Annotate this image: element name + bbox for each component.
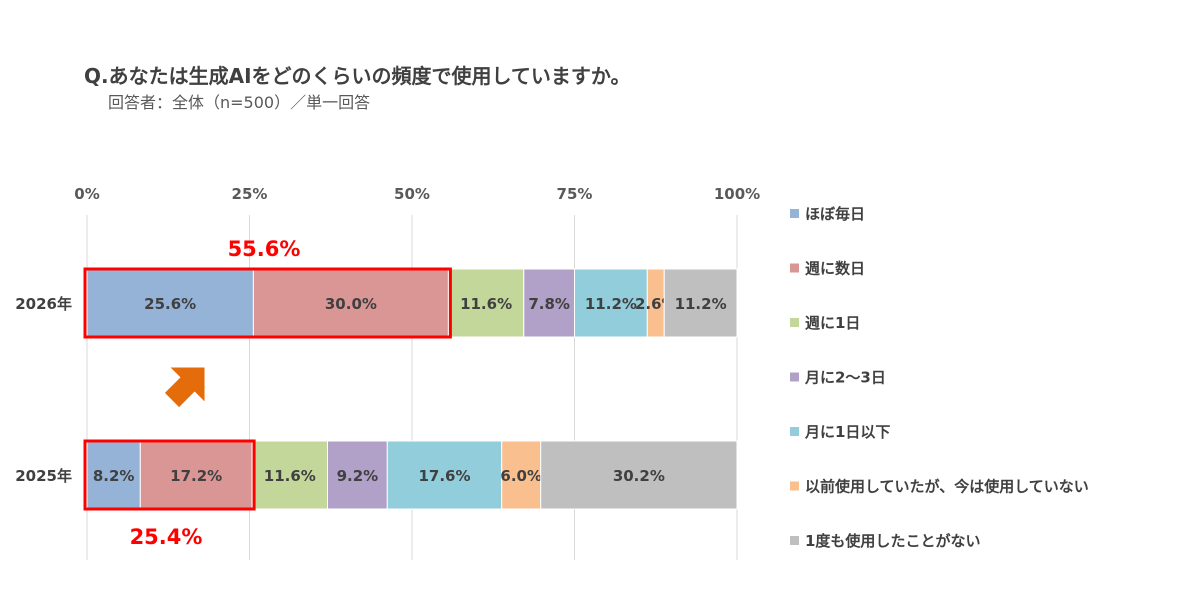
x-tick-label: 50% (394, 185, 430, 203)
x-tick-label: 0% (74, 185, 99, 203)
category-label: 2026年 (15, 295, 72, 313)
legend-label: 月に1日以下 (804, 423, 890, 441)
legend-marker (790, 209, 799, 218)
data-label: 17.2% (170, 467, 222, 485)
legend-label: 以前使用していたが、今は使用していない (805, 478, 1089, 496)
data-label: 11.6% (460, 295, 512, 313)
legend-label: ほぼ毎日 (805, 205, 865, 223)
legend-label: 週に1日 (805, 314, 860, 332)
legend-label: 1度も使用したことがない (805, 532, 980, 550)
data-label: 25.6% (144, 295, 196, 313)
data-label: 17.6% (418, 467, 470, 485)
bar-segment (663, 268, 738, 338)
highlight-label-2025: 25.4% (130, 525, 203, 549)
legend-marker (790, 372, 799, 382)
legend-label: 月に2〜3日 (804, 369, 886, 387)
chart-subtitle: 回答者：全体（n=500）／単一回答 (108, 93, 371, 112)
bar-segment (251, 440, 329, 510)
data-label: 30.2% (613, 467, 665, 485)
legend-marker (790, 481, 799, 491)
data-label: 11.6% (264, 467, 316, 485)
highlight-label-2026: 55.6% (228, 237, 301, 261)
bar-segment (501, 440, 542, 510)
data-label: 30.0% (325, 295, 377, 313)
arrow-icon (164, 367, 205, 408)
data-label: 9.2% (337, 467, 379, 485)
legend-marker (790, 263, 799, 273)
chart-title: Q.あなたは生成AIをどのくらいの頻度で使用していますか。 (84, 64, 631, 88)
category-label: 2025年 (15, 467, 72, 485)
highlight-box-2025 (83, 439, 256, 511)
data-label: 11.2% (675, 295, 727, 313)
legend-marker (790, 427, 799, 436)
x-tick-label: 75% (557, 185, 593, 203)
bar-segment (86, 440, 141, 510)
legend-label: 週に数日 (805, 260, 865, 278)
bar-segment (327, 440, 388, 510)
data-label: 6.0% (500, 467, 542, 485)
bar-segment (523, 268, 575, 338)
x-tick-label: 25% (232, 185, 268, 203)
legend-marker (790, 536, 799, 545)
x-tick-label: 100% (714, 185, 760, 203)
data-label: 7.8% (528, 295, 570, 313)
data-label: 8.2% (93, 467, 135, 485)
data-label: 11.2% (585, 295, 637, 313)
bar-segment (540, 440, 738, 510)
legend-marker (790, 318, 799, 327)
bar-segment (386, 440, 503, 510)
highlight-box-2026 (83, 267, 452, 339)
bar-segment (139, 440, 253, 510)
